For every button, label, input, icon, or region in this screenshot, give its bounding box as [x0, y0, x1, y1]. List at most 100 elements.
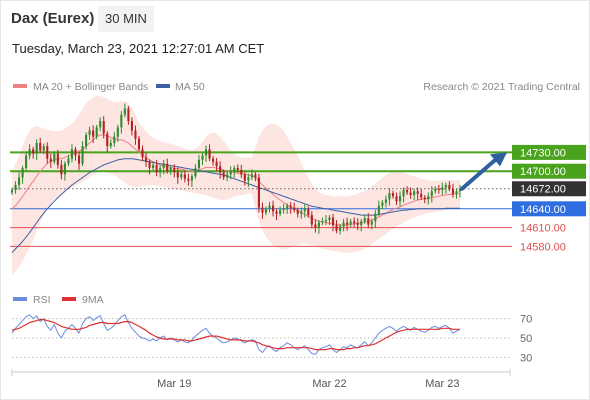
level-lines	[10, 151, 512, 247]
candle	[384, 195, 387, 208]
candle-body	[212, 158, 215, 162]
candle	[317, 220, 320, 234]
candle-body	[444, 184, 447, 188]
candle-body	[391, 193, 395, 197]
candle-body	[42, 146, 45, 151]
candle	[324, 215, 328, 226]
candle-body	[437, 188, 440, 190]
candle	[381, 200, 384, 210]
candle	[53, 151, 56, 165]
candle-body	[271, 205, 275, 212]
candle	[183, 170, 186, 183]
rsi-legend-label: RSI	[33, 294, 51, 306]
candle-body	[148, 161, 151, 169]
candle-body	[264, 208, 268, 213]
candle	[374, 210, 377, 228]
candle	[455, 188, 458, 199]
candle	[102, 116, 105, 139]
candle-body	[388, 193, 391, 200]
level-14610-00-label: 14610.00	[520, 223, 566, 235]
candle-body	[180, 174, 183, 178]
candle-body	[208, 149, 211, 159]
candle-body	[222, 172, 225, 178]
candle-body	[398, 196, 402, 202]
candle	[328, 215, 331, 226]
candle-body	[331, 217, 335, 226]
chart-header: Dax (Eurex) 30 MIN	[1, 1, 587, 35]
ma20-legend-label: MA 20 + Bollinger Bands	[33, 81, 148, 93]
x-tick-label: Mar 19	[157, 378, 191, 390]
candle-body	[63, 163, 66, 175]
level-14640-00-label: 14640.00	[520, 204, 566, 216]
candle-body	[353, 221, 356, 224]
candle	[250, 169, 253, 180]
candle-body	[130, 121, 133, 131]
candle-body	[406, 190, 409, 193]
candle	[155, 159, 158, 177]
candle-body	[155, 164, 158, 173]
candle-body	[67, 158, 70, 164]
candle-body	[328, 217, 331, 221]
candle-body	[113, 136, 116, 143]
candle-body	[53, 153, 56, 162]
level-14730-00-label-box	[512, 144, 586, 160]
candle	[423, 195, 426, 204]
candle-body	[441, 187, 444, 190]
candle	[187, 173, 190, 186]
candle-body	[307, 208, 310, 216]
candle	[70, 144, 74, 163]
candle	[271, 200, 275, 217]
candle	[152, 161, 155, 171]
candle	[10, 187, 14, 196]
candle-body	[250, 174, 253, 178]
candle-body	[127, 108, 130, 122]
ma50-legend-label: MA 50	[175, 81, 205, 93]
rsi-ma9-line	[11, 319, 460, 351]
level-14640-00-label-box	[512, 201, 586, 217]
candle-body	[296, 210, 299, 214]
candle-body	[88, 130, 91, 135]
candle-body	[321, 221, 324, 223]
candle	[321, 217, 324, 226]
candle-body	[176, 172, 179, 178]
time-axis: Mar 19 Mar 22 Mar 23	[11, 369, 511, 390]
candle	[21, 165, 24, 184]
candle	[264, 206, 268, 216]
candle-body	[25, 155, 28, 169]
candle-body	[349, 221, 352, 225]
candle-body	[141, 149, 144, 158]
candle	[398, 191, 402, 207]
candle	[95, 124, 98, 140]
candle-body	[106, 133, 109, 147]
candle-body	[17, 177, 21, 185]
level-14672-00-label: 14672.00	[520, 184, 566, 196]
candle	[222, 169, 225, 180]
candle-body	[363, 218, 366, 222]
candle	[342, 218, 345, 232]
candle-body	[377, 205, 380, 214]
candle-body	[102, 121, 105, 134]
timeframe-button[interactable]: 30 MIN	[98, 6, 154, 32]
candle	[444, 182, 447, 194]
credit-label: Research © 2021 Trading Central	[423, 81, 580, 93]
candle-body	[247, 177, 250, 181]
candle-body	[81, 146, 84, 164]
candle-body	[190, 176, 193, 181]
candle-body	[458, 188, 462, 192]
candle-body	[173, 168, 176, 173]
candle-body	[92, 130, 95, 137]
candle-body	[201, 155, 204, 160]
candle	[162, 159, 165, 175]
candle-body	[402, 190, 405, 197]
candle	[169, 165, 172, 175]
candle-body	[384, 199, 387, 203]
level-labels: 14730.00 14700.00 14672.00 14640.00 14610.00…	[512, 144, 586, 253]
candle	[176, 167, 179, 184]
candle-body	[39, 143, 42, 151]
candle	[215, 158, 218, 172]
candle-body	[254, 174, 257, 178]
candle	[286, 203, 289, 214]
candle-body	[286, 205, 289, 209]
candle-body	[367, 218, 370, 225]
